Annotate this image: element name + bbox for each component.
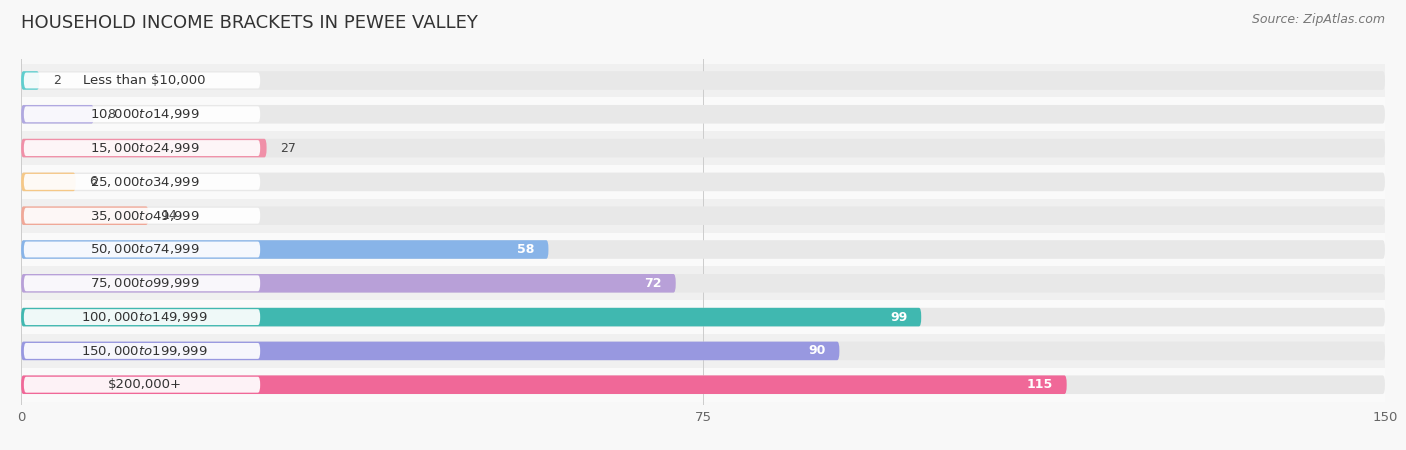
FancyBboxPatch shape bbox=[21, 165, 1385, 199]
FancyBboxPatch shape bbox=[21, 71, 39, 90]
Text: $200,000+: $200,000+ bbox=[108, 378, 181, 391]
Text: HOUSEHOLD INCOME BRACKETS IN PEWEE VALLEY: HOUSEHOLD INCOME BRACKETS IN PEWEE VALLE… bbox=[21, 14, 478, 32]
Text: 27: 27 bbox=[280, 142, 297, 155]
FancyBboxPatch shape bbox=[24, 208, 260, 224]
FancyBboxPatch shape bbox=[21, 63, 1385, 97]
FancyBboxPatch shape bbox=[21, 233, 1385, 266]
FancyBboxPatch shape bbox=[21, 97, 1385, 131]
Text: $35,000 to $49,999: $35,000 to $49,999 bbox=[90, 209, 200, 223]
FancyBboxPatch shape bbox=[21, 274, 676, 292]
Text: 8: 8 bbox=[107, 108, 115, 121]
Text: $75,000 to $99,999: $75,000 to $99,999 bbox=[90, 276, 200, 290]
Text: 14: 14 bbox=[162, 209, 177, 222]
Text: 99: 99 bbox=[890, 310, 908, 324]
FancyBboxPatch shape bbox=[24, 275, 260, 291]
FancyBboxPatch shape bbox=[21, 300, 1385, 334]
FancyBboxPatch shape bbox=[21, 105, 1385, 124]
FancyBboxPatch shape bbox=[21, 131, 1385, 165]
FancyBboxPatch shape bbox=[21, 173, 1385, 191]
FancyBboxPatch shape bbox=[21, 105, 94, 124]
FancyBboxPatch shape bbox=[21, 240, 1385, 259]
Text: Source: ZipAtlas.com: Source: ZipAtlas.com bbox=[1251, 14, 1385, 27]
FancyBboxPatch shape bbox=[21, 199, 1385, 233]
FancyBboxPatch shape bbox=[21, 139, 1385, 158]
FancyBboxPatch shape bbox=[24, 106, 260, 122]
FancyBboxPatch shape bbox=[21, 274, 1385, 292]
FancyBboxPatch shape bbox=[21, 375, 1067, 394]
Text: 2: 2 bbox=[53, 74, 60, 87]
FancyBboxPatch shape bbox=[21, 139, 267, 158]
Text: $50,000 to $74,999: $50,000 to $74,999 bbox=[90, 243, 200, 256]
Text: Less than $10,000: Less than $10,000 bbox=[83, 74, 207, 87]
FancyBboxPatch shape bbox=[21, 207, 1385, 225]
FancyBboxPatch shape bbox=[24, 242, 260, 257]
FancyBboxPatch shape bbox=[21, 71, 1385, 90]
Text: 58: 58 bbox=[517, 243, 534, 256]
Text: $100,000 to $149,999: $100,000 to $149,999 bbox=[82, 310, 208, 324]
Text: $25,000 to $34,999: $25,000 to $34,999 bbox=[90, 175, 200, 189]
FancyBboxPatch shape bbox=[24, 72, 260, 88]
FancyBboxPatch shape bbox=[21, 173, 76, 191]
FancyBboxPatch shape bbox=[21, 368, 1385, 401]
Text: $10,000 to $14,999: $10,000 to $14,999 bbox=[90, 107, 200, 122]
FancyBboxPatch shape bbox=[24, 140, 260, 156]
FancyBboxPatch shape bbox=[24, 174, 260, 190]
FancyBboxPatch shape bbox=[21, 207, 149, 225]
Text: $15,000 to $24,999: $15,000 to $24,999 bbox=[90, 141, 200, 155]
FancyBboxPatch shape bbox=[21, 308, 921, 326]
FancyBboxPatch shape bbox=[21, 375, 1385, 394]
FancyBboxPatch shape bbox=[24, 377, 260, 393]
Text: 6: 6 bbox=[90, 176, 97, 189]
FancyBboxPatch shape bbox=[24, 343, 260, 359]
Text: 90: 90 bbox=[808, 344, 825, 357]
FancyBboxPatch shape bbox=[21, 342, 839, 360]
Text: $150,000 to $199,999: $150,000 to $199,999 bbox=[82, 344, 208, 358]
Text: 72: 72 bbox=[644, 277, 662, 290]
FancyBboxPatch shape bbox=[24, 309, 260, 325]
FancyBboxPatch shape bbox=[21, 240, 548, 259]
FancyBboxPatch shape bbox=[21, 266, 1385, 300]
Text: 115: 115 bbox=[1026, 378, 1053, 391]
FancyBboxPatch shape bbox=[21, 334, 1385, 368]
FancyBboxPatch shape bbox=[21, 342, 1385, 360]
FancyBboxPatch shape bbox=[21, 308, 1385, 326]
